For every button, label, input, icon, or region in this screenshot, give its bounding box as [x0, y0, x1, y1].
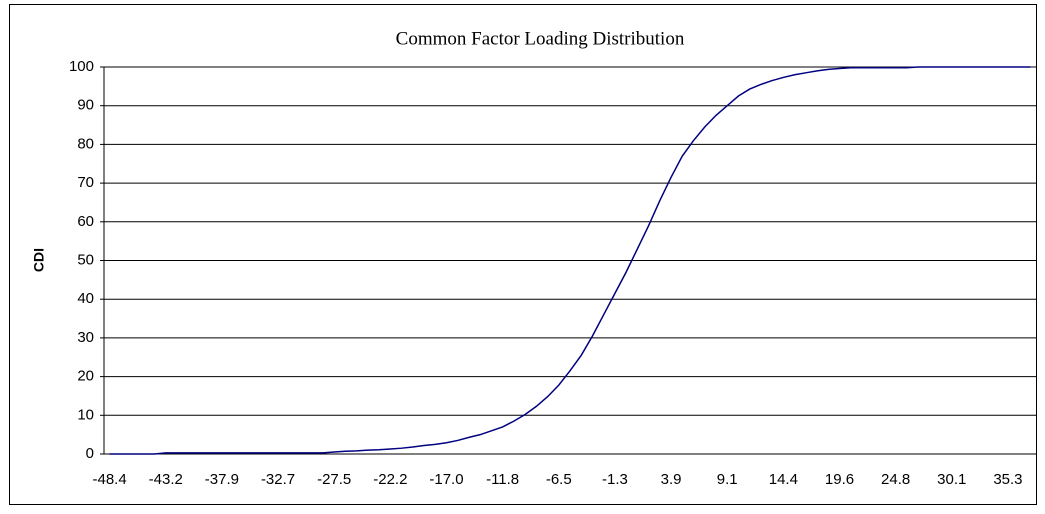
x-tick-label: 19.6	[825, 471, 854, 488]
y-tick-label: 80	[77, 135, 94, 152]
x-tick-label: -27.5	[317, 471, 351, 488]
x-tick-label: -17.0	[429, 471, 463, 488]
y-tick-label: 40	[77, 290, 94, 307]
y-tick-label: 60	[77, 213, 94, 230]
x-tick-label: -32.7	[261, 471, 295, 488]
x-tick-label: 30.1	[937, 471, 966, 488]
x-tick-label: 9.1	[717, 471, 738, 488]
y-tick-label: 50	[77, 251, 94, 268]
x-tick-label: 24.8	[881, 471, 910, 488]
y-tick-label: 20	[77, 368, 94, 385]
y-axis-label: CDI	[31, 248, 47, 272]
x-tick-label: -6.5	[546, 471, 572, 488]
x-tick-label: -11.8	[486, 471, 519, 488]
chart-title: Common Factor Loading Distribution	[396, 28, 685, 49]
x-tick-label: -1.3	[602, 471, 628, 488]
chart-border	[9, 4, 1037, 505]
y-tick-label: 100	[69, 58, 94, 75]
x-tick-label: -22.2	[373, 471, 407, 488]
y-tick-label: 10	[77, 406, 94, 423]
x-tick-label: 14.4	[769, 471, 798, 488]
x-tick-label: -37.9	[205, 471, 239, 488]
y-tick-label: 0	[86, 445, 94, 462]
data-line	[109, 66, 1031, 455]
x-tick-label: -48.4	[93, 471, 127, 488]
x-tick-label: -43.2	[149, 471, 183, 488]
y-tick-label: 70	[77, 174, 94, 191]
x-tick-label: 35.3	[993, 471, 1022, 488]
x-tick-label: 3.9	[661, 471, 682, 488]
y-tick-label: 90	[77, 97, 94, 114]
y-tick-label: 30	[77, 329, 94, 346]
